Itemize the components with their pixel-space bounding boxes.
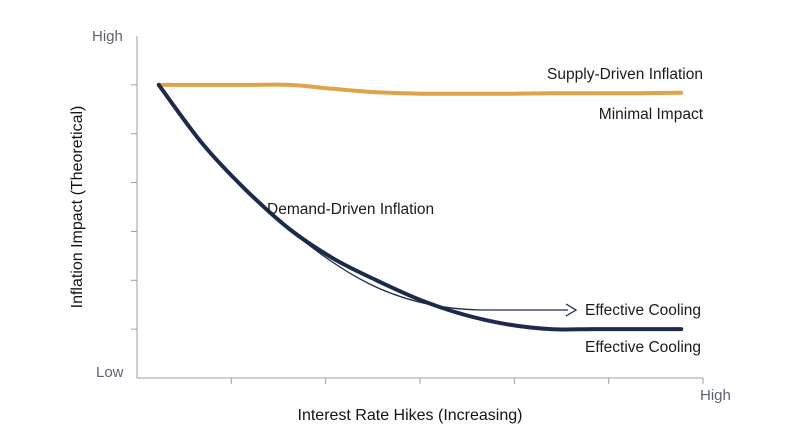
supply-driven-inflation-label: Supply-Driven Inflation: [547, 66, 703, 83]
x-tick-label-high: High: [700, 387, 731, 404]
cooling-arrowhead-icon: [565, 303, 578, 317]
y-tick-label-high: High: [92, 28, 123, 45]
series-line-supply-driven-inflation: [156, 82, 684, 96]
x-ticks: [230, 378, 704, 384]
y-tick-label-low: Low: [96, 364, 124, 381]
x-axis-title: Interest Rate Hikes (Increasing): [298, 407, 523, 424]
y-axis-title: Inflation Impact (Theoretical): [69, 106, 86, 309]
cooling-arrow: [286, 227, 568, 311]
demand-driven-inflation-label: Demand-Driven Inflation: [267, 201, 434, 218]
effective-cooling-note: Effective Cooling: [585, 339, 701, 356]
y-ticks: [131, 84, 137, 330]
effective-cooling-arrow-label: Effective Cooling: [585, 302, 701, 319]
series-line-demand-driven-inflation: [156, 82, 684, 332]
minimal-impact-label: Minimal Impact: [599, 106, 704, 123]
